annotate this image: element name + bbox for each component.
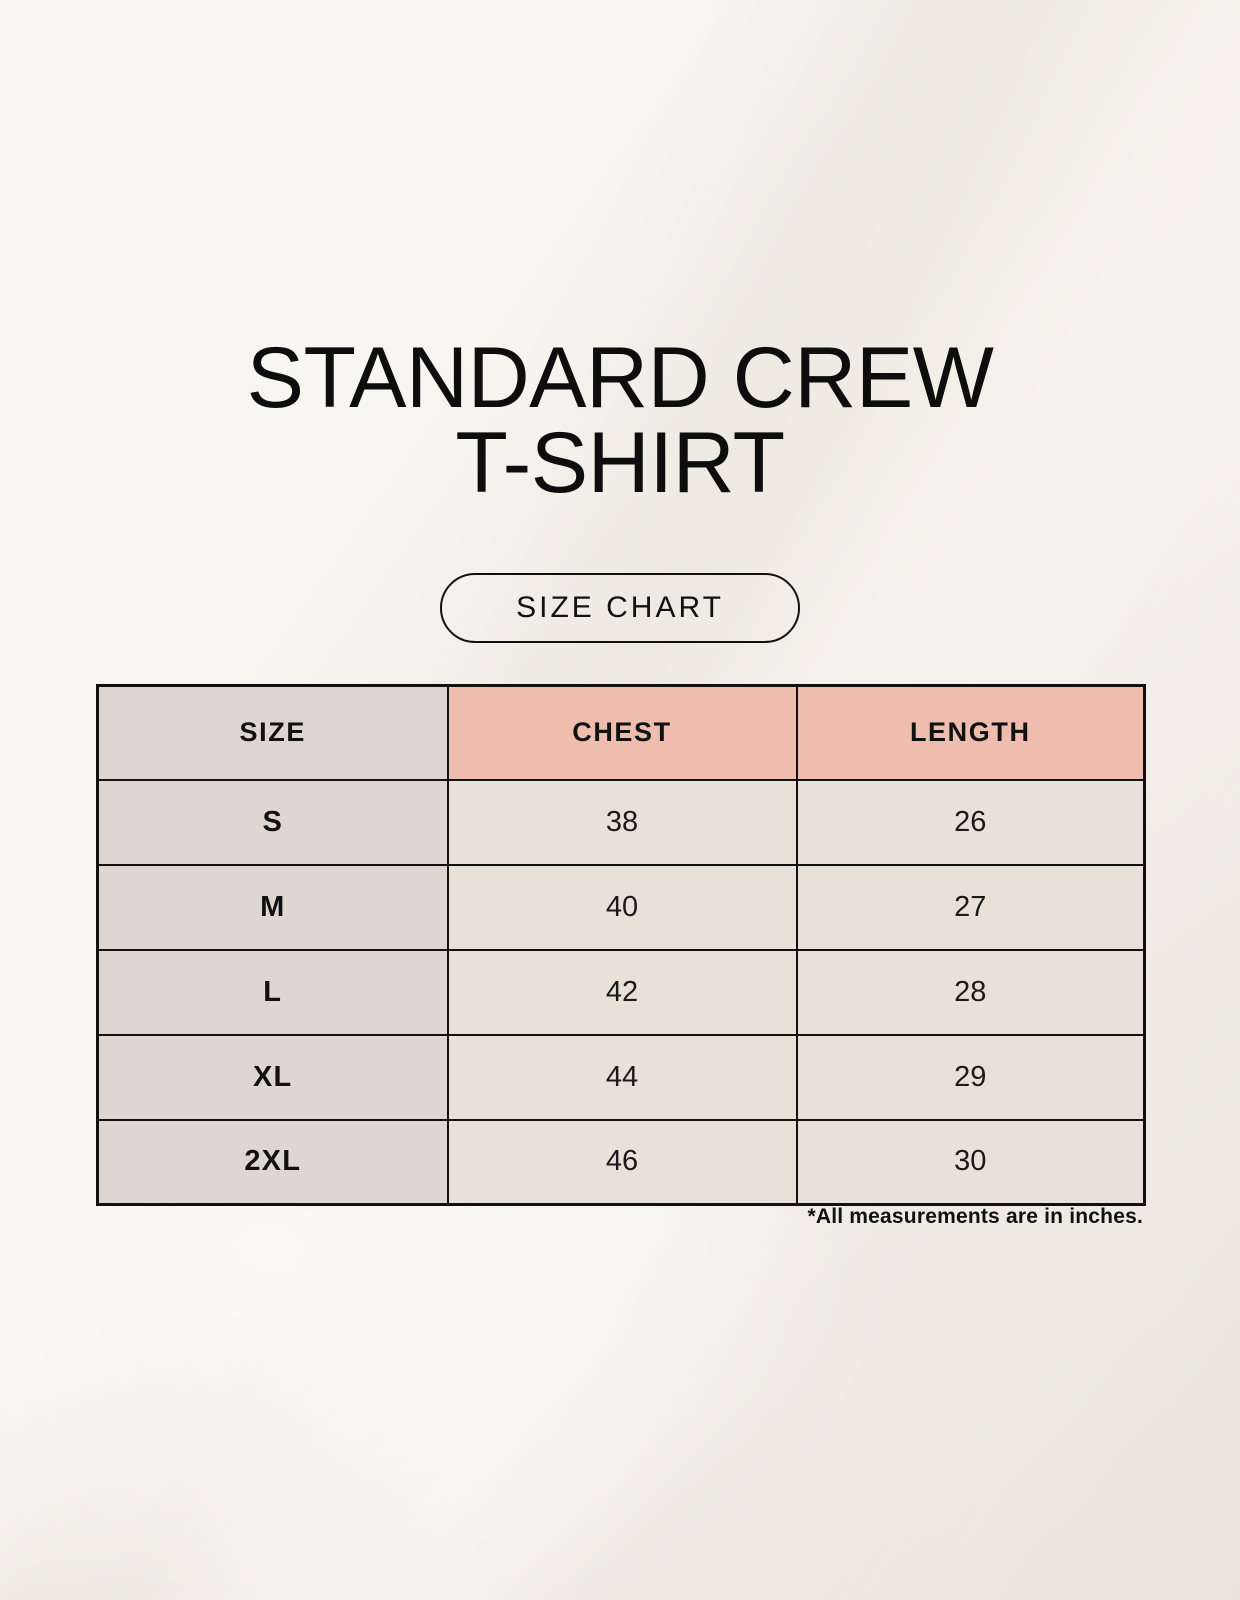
table-header: SIZE CHEST LENGTH [96,684,1146,781]
cell-chest: 46 [446,1118,798,1206]
cell-length: 30 [795,1118,1146,1206]
cell-size: XL [96,1033,449,1121]
table-row: S 38 26 [96,778,1146,866]
size-table: SIZE CHEST LENGTH S 38 26 M 40 27 L [96,684,1146,1206]
cell-size: L [96,948,449,1036]
table-row: XL 44 29 [96,1033,1146,1121]
column-header-size: SIZE [96,684,449,781]
cell-length: 26 [795,778,1146,866]
cell-size: S [96,778,449,866]
table-row: M 40 27 [96,863,1146,951]
cell-chest: 40 [446,863,798,951]
cell-chest: 42 [446,948,798,1036]
cell-size: M [96,863,449,951]
measurement-units-note: *All measurements are in inches. [807,1205,1143,1228]
badge-container: SIZE CHART [0,573,1240,643]
table-body: S 38 26 M 40 27 L 42 28 XL 44 29 [96,778,1146,1206]
cell-length: 27 [795,863,1146,951]
cell-length: 29 [795,1033,1146,1121]
cell-chest: 44 [446,1033,798,1121]
table-row: 2XL 46 30 [96,1118,1146,1206]
column-header-length: LENGTH [795,684,1146,781]
page-title: STANDARD CREW T-SHIRT [246,330,994,512]
cell-length: 28 [795,948,1146,1036]
size-table-container: SIZE CHEST LENGTH S 38 26 M 40 27 L [96,684,1146,1206]
table-header-row: SIZE CHEST LENGTH [96,684,1146,781]
column-header-chest: CHEST [446,684,798,781]
cell-size: 2XL [96,1118,449,1206]
size-chart-badge: SIZE CHART [440,573,800,643]
cell-chest: 38 [446,778,798,866]
table-row: L 42 28 [96,948,1146,1036]
